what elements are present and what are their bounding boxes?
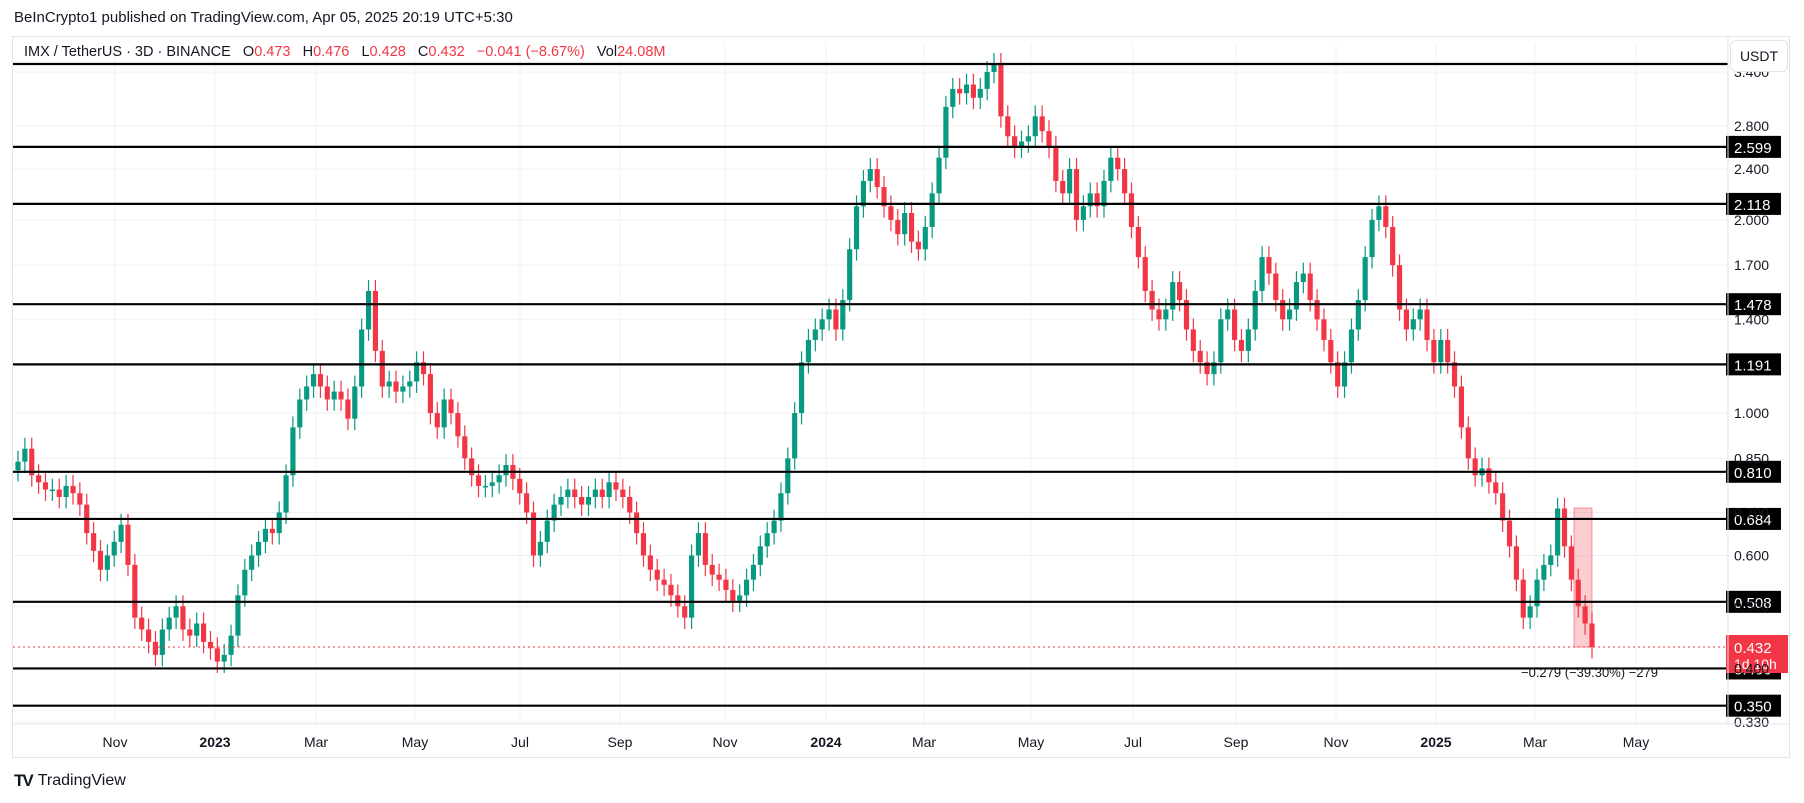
level-price-tag: 2.118 [1726, 192, 1781, 215]
price-tick: 0.330 [1734, 714, 1769, 730]
tradingview-logo-icon: TV [14, 771, 34, 790]
time-tick: Mar [304, 734, 328, 750]
time-tick: Nov [1324, 734, 1349, 750]
time-tick: May [1018, 734, 1044, 750]
volume-value: 24.08M [617, 44, 666, 60]
currency-button[interactable]: USDT [1730, 40, 1788, 72]
svg-text:1.191: 1.191 [1734, 357, 1772, 374]
high-label: H [302, 44, 314, 60]
price-tick: 0.500 [1734, 598, 1769, 614]
low-value: 0.428 [369, 44, 406, 60]
measurement-box[interactable] [13, 507, 1728, 648]
time-tick: Jul [1124, 734, 1142, 750]
volume-label: Vol [596, 44, 618, 60]
svg-text:2.599: 2.599 [1734, 140, 1772, 157]
svg-text:1.478: 1.478 [1734, 297, 1772, 314]
level-price-tag: 0.508 [1726, 590, 1781, 613]
price-tick: 2.800 [1734, 118, 1769, 134]
price-axis[interactable]: 3.4002.8002.4002.0001.7001.4001.0000.850… [1734, 64, 1769, 730]
close-value: 0.432 [428, 44, 465, 60]
price-tick: 0.700 [1734, 504, 1769, 520]
time-tick: May [402, 734, 428, 750]
level-price-tag: 2.599 [1726, 135, 1781, 158]
time-tick: Jul [511, 734, 529, 750]
svg-text:0.810: 0.810 [1734, 465, 1772, 482]
level-price-tag: 0.684 [1726, 507, 1781, 530]
level-price-tag: 1.478 [1726, 293, 1781, 316]
time-tick: 2024 [810, 734, 841, 750]
time-tick: 2025 [1420, 734, 1451, 750]
price-tick: 2.400 [1734, 161, 1769, 177]
price-tick: 0.600 [1734, 547, 1769, 563]
horizontal-levels[interactable]: 2.599 2.118 1.478 1.191 0.810 0.684 0.508 0.400… [13, 62, 1788, 717]
time-tick: Mar [1523, 734, 1547, 750]
price-tick: 0.400 [1734, 660, 1769, 676]
brand-name: TradingView [37, 772, 126, 789]
candlesticks [15, 52, 1595, 673]
svg-text:2.118: 2.118 [1734, 197, 1770, 214]
low-label: L [361, 44, 370, 60]
open-value: 0.473 [254, 44, 291, 60]
chart-frame [12, 36, 1790, 758]
svg-text:0.350: 0.350 [1734, 699, 1772, 716]
open-label: O [242, 44, 255, 60]
price-tick: 1.400 [1734, 311, 1769, 327]
high-value: 0.476 [313, 44, 350, 60]
svg-text:1d 10h: 1d 10h [1734, 656, 1777, 672]
measure-label: −0.279 (−39.30%) −279 [1521, 665, 1658, 680]
level-price-tag: 0.810 [1726, 460, 1781, 483]
time-tick: Nov [103, 734, 128, 750]
time-tick: Sep [608, 734, 633, 750]
change-value: −0.041 (−8.67%) [476, 44, 585, 60]
time-tick: Mar [912, 734, 936, 750]
level-price-tag: 0.350 [1726, 694, 1781, 717]
price-tick: 1.700 [1734, 257, 1769, 273]
grid-lines [13, 44, 1728, 724]
svg-text:0.432: 0.432 [1734, 640, 1772, 657]
price-tick: 1.000 [1734, 405, 1769, 421]
close-label: C [417, 44, 429, 60]
symbol-legend: IMX / TetherUS · 3D · BINANCE O0.473 H0.… [24, 44, 665, 60]
level-price-tag: 1.191 [1726, 353, 1781, 376]
svg-text:0.508: 0.508 [1734, 595, 1772, 612]
footer-brand[interactable]: TV TradingView [14, 771, 126, 791]
symbol-name: IMX / TetherUS · 3D · BINANCE [24, 44, 231, 60]
price-tick: 2.000 [1734, 212, 1769, 228]
time-tick: Sep [1224, 734, 1249, 750]
price-tick: 0.850 [1734, 450, 1769, 466]
time-tick: 2023 [199, 734, 230, 750]
time-tick: Nov [713, 734, 738, 750]
time-axis[interactable]: Nov 2023 Mar May Jul Sep Nov 2024 Mar May Jul Sep No… [13, 36, 1790, 750]
published-by: BeInCrypto1 published on TradingView.com… [14, 9, 513, 26]
svg-text:0.684: 0.684 [1734, 512, 1772, 529]
time-tick: May [1623, 734, 1649, 750]
